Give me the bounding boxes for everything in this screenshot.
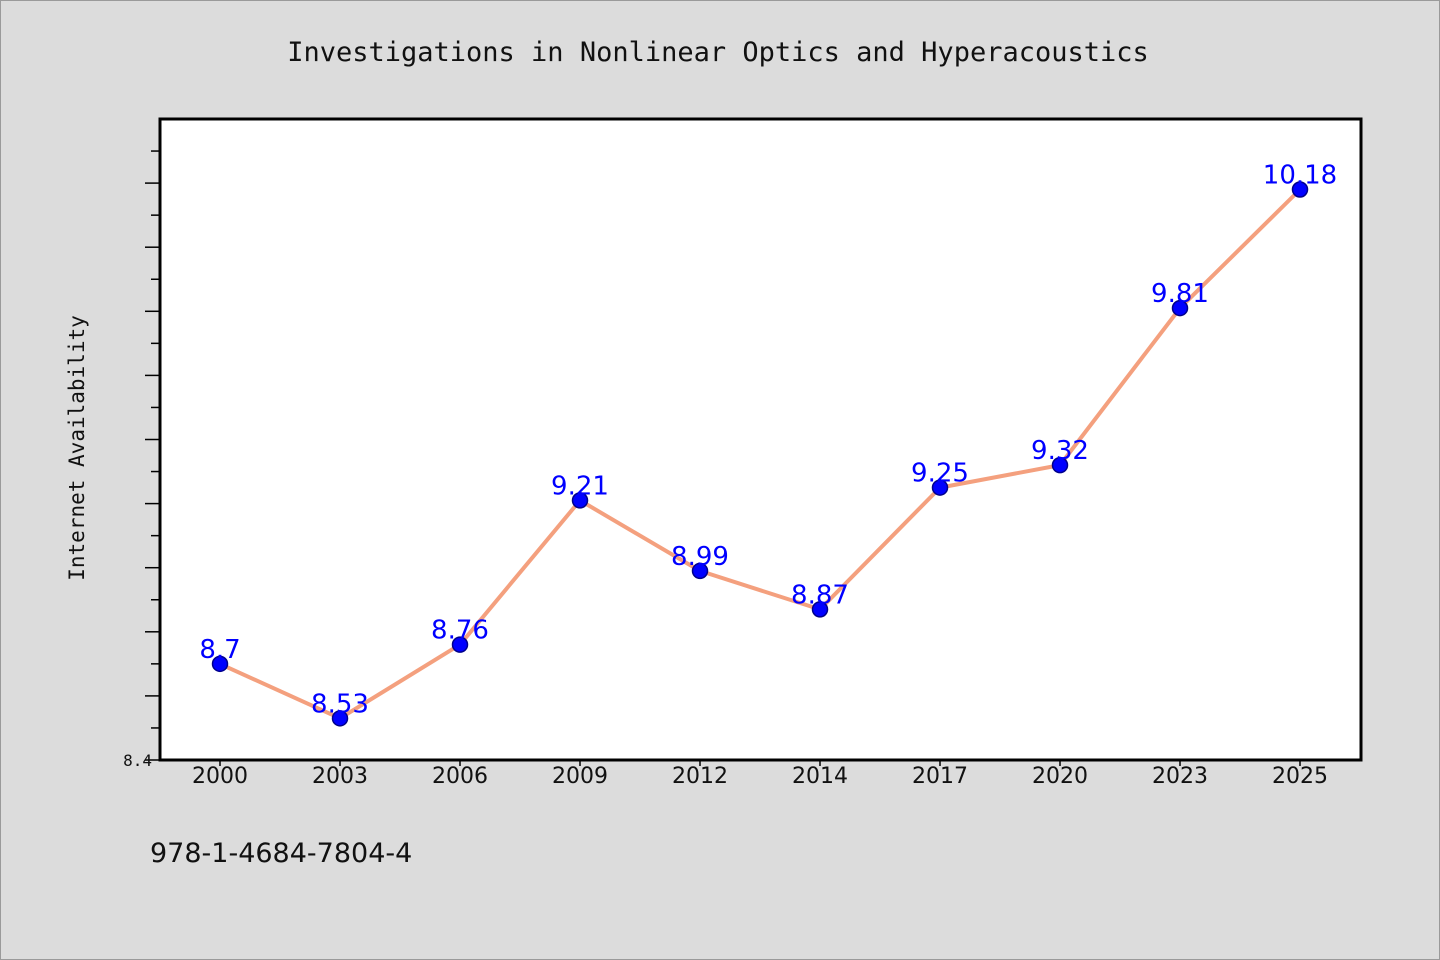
data-point-marker	[331, 710, 349, 727]
data-value-label: 9.25	[911, 459, 969, 489]
x-tick-label: 2012	[672, 764, 728, 789]
data-point-marker	[571, 492, 589, 509]
data-point-marker	[931, 479, 949, 496]
x-tick-label: 2020	[1032, 764, 1088, 789]
data-value-label: 9.21	[551, 471, 609, 501]
data-point-marker	[1051, 456, 1069, 474]
data-point-marker	[1291, 181, 1309, 198]
x-tick-label: 2017	[912, 764, 968, 789]
y-tick-label: 8.4	[123, 751, 152, 770]
data-value-label: 9.32	[1031, 436, 1089, 466]
plot-area	[158, 117, 1363, 762]
isbn-footnote: 978-1-4684-7804-4	[150, 838, 412, 869]
data-point-marker	[1171, 299, 1189, 317]
data-labels: 8.7 8.53 8.76 9.21 8.99 8.87 9.25 9.32 9.81 10.18	[199, 161, 1337, 720]
x-tick-label: 2009	[552, 764, 608, 789]
x-tick-label: 2003	[312, 764, 368, 789]
x-tick-label: 2000	[192, 764, 248, 789]
chart-title: Investigations in Nonlinear Optics and H…	[287, 37, 1149, 68]
data-value-label: 10.18	[1263, 161, 1337, 191]
x-tick-label: 2014	[792, 764, 848, 789]
x-tick-label: 2025	[1272, 764, 1328, 789]
y-axis-label: Internet Availability	[65, 315, 89, 581]
x-tick-label: 2023	[1152, 764, 1208, 789]
x-tick-label: 2006	[432, 764, 488, 789]
data-point-marker	[211, 655, 229, 673]
data-value-label: 8.87	[791, 580, 849, 610]
series-line	[219, 188, 1302, 721]
y-axis-ticks: 8.4	[123, 150, 160, 770]
data-value-label: 8.7	[199, 635, 240, 665]
data-point-marker	[691, 562, 709, 580]
data-point-marker	[811, 601, 829, 618]
data-value-label: 8.76	[431, 616, 489, 646]
data-point-marker	[451, 636, 469, 653]
data-value-label: 8.99	[671, 542, 729, 572]
data-value-label: 9.81	[1151, 279, 1209, 309]
data-points	[211, 181, 1309, 727]
x-axis-ticks: 2000 2003 2006 2009 2012 2014 2017 2020 2023 2025	[192, 760, 1328, 789]
data-value-label: 8.53	[311, 689, 369, 719]
